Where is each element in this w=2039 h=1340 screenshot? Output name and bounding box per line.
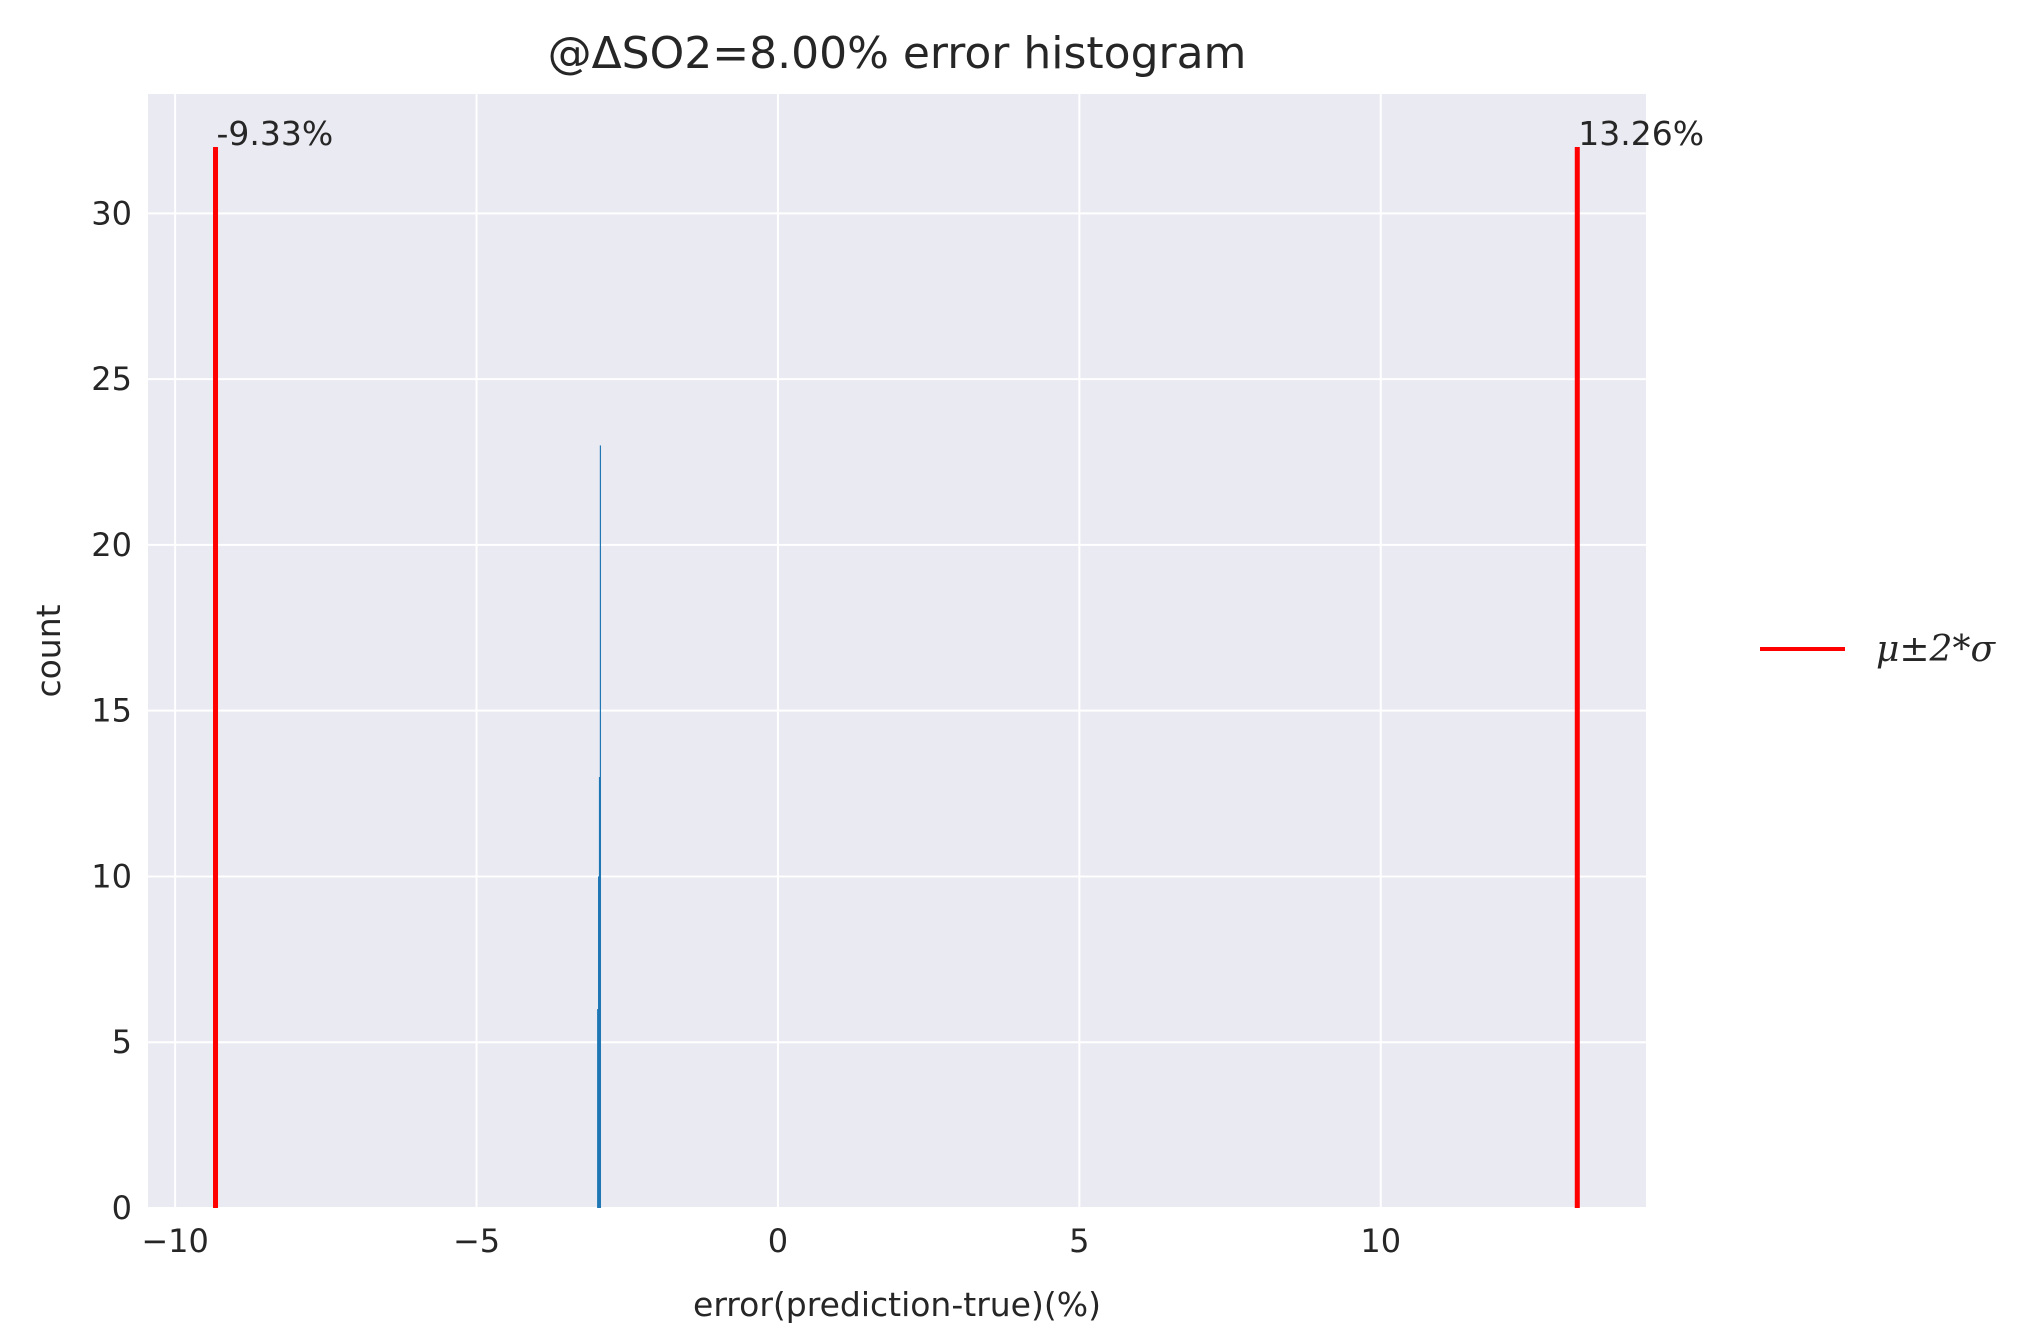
histogram-bar bbox=[598, 876, 600, 1208]
grid-lines bbox=[148, 94, 1646, 1209]
x-tick-label: 0 bbox=[768, 1222, 788, 1260]
histogram-bar bbox=[599, 445, 602, 1208]
sigma-vline-label: 13.26% bbox=[1578, 114, 1704, 153]
histogram-bars bbox=[597, 445, 602, 1208]
x-tick-label: −10 bbox=[141, 1222, 209, 1260]
x-axis-label: error(prediction-true)(%) bbox=[693, 1285, 1101, 1324]
x-tick-label: −5 bbox=[453, 1222, 500, 1260]
x-tick-label: 5 bbox=[1069, 1222, 1089, 1260]
histogram-bar bbox=[598, 776, 601, 1208]
y-tick-label: 10 bbox=[91, 857, 132, 895]
x-axis-ticks: −10 −5 0 5 10 bbox=[141, 1222, 1401, 1260]
histogram-bar bbox=[597, 1009, 599, 1208]
chart-title: @ΔSO2=8.00% error histogram bbox=[548, 28, 1247, 79]
sigma-lines: -9.33% 13.26% bbox=[213, 114, 1704, 1208]
y-tick-label: 15 bbox=[91, 692, 132, 730]
y-tick-label: 30 bbox=[91, 194, 132, 232]
y-tick-label: 5 bbox=[112, 1023, 132, 1061]
y-tick-label: 20 bbox=[91, 526, 132, 564]
plot-area-background bbox=[148, 94, 1646, 1208]
legend: μ±2*σ bbox=[1760, 629, 1996, 670]
x-tick-label: 10 bbox=[1360, 1222, 1401, 1260]
y-axis-ticks: 0 5 10 15 20 25 30 bbox=[91, 194, 132, 1227]
y-tick-label: 25 bbox=[91, 360, 132, 398]
y-tick-label: 0 bbox=[112, 1189, 132, 1227]
legend-label: μ±2*σ bbox=[1876, 629, 1996, 670]
y-axis-label: count bbox=[29, 604, 68, 697]
sigma-vline-label: -9.33% bbox=[217, 114, 334, 153]
